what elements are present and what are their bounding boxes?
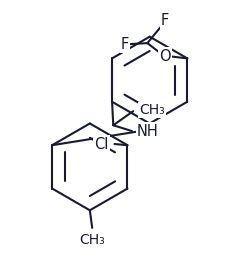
Text: CH₃: CH₃ (139, 103, 165, 117)
Text: NH: NH (137, 124, 158, 139)
Text: F: F (161, 13, 169, 28)
Text: O: O (159, 49, 171, 64)
Text: F: F (121, 37, 129, 52)
Text: Cl: Cl (94, 136, 109, 151)
Text: CH₃: CH₃ (79, 233, 105, 247)
